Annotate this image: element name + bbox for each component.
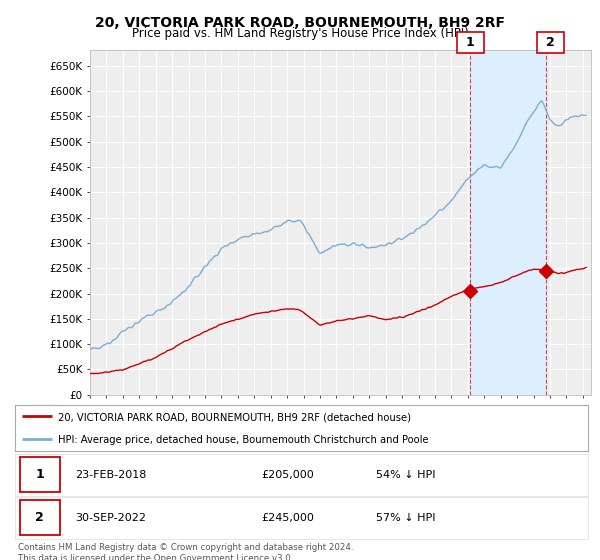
Text: 20, VICTORIA PARK ROAD, BOURNEMOUTH, BH9 2RF: 20, VICTORIA PARK ROAD, BOURNEMOUTH, BH9… xyxy=(95,16,505,30)
Bar xyxy=(470,50,546,395)
Text: 57% ↓ HPI: 57% ↓ HPI xyxy=(376,513,436,522)
Text: 2: 2 xyxy=(547,36,555,49)
Text: £245,000: £245,000 xyxy=(262,513,314,522)
Text: £205,000: £205,000 xyxy=(262,470,314,479)
Text: 1: 1 xyxy=(466,36,475,49)
Text: Price paid vs. HM Land Registry's House Price Index (HPI): Price paid vs. HM Land Registry's House … xyxy=(131,27,469,40)
Text: HPI: Average price, detached house, Bournemouth Christchurch and Poole: HPI: Average price, detached house, Bour… xyxy=(58,435,428,445)
Text: 23-FEB-2018: 23-FEB-2018 xyxy=(75,470,146,479)
Text: 54% ↓ HPI: 54% ↓ HPI xyxy=(376,470,436,479)
FancyBboxPatch shape xyxy=(20,457,59,492)
Text: 2: 2 xyxy=(35,511,44,524)
Text: 20, VICTORIA PARK ROAD, BOURNEMOUTH, BH9 2RF (detached house): 20, VICTORIA PARK ROAD, BOURNEMOUTH, BH9… xyxy=(58,412,411,422)
Text: Contains HM Land Registry data © Crown copyright and database right 2024.
This d: Contains HM Land Registry data © Crown c… xyxy=(18,543,353,560)
FancyBboxPatch shape xyxy=(20,500,59,535)
Text: 30-SEP-2022: 30-SEP-2022 xyxy=(75,513,146,522)
Text: 1: 1 xyxy=(35,468,44,481)
